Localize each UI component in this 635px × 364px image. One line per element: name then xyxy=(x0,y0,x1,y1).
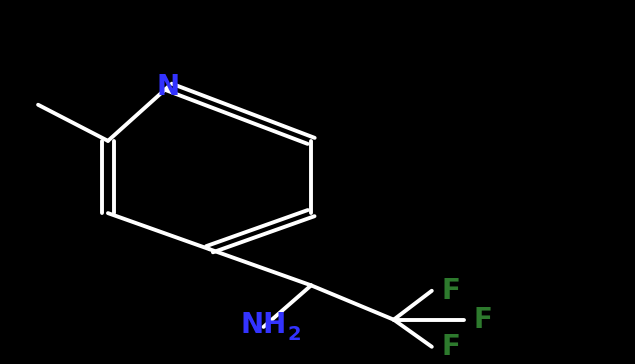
Text: N: N xyxy=(157,73,180,101)
Text: F: F xyxy=(441,333,460,361)
Text: NH: NH xyxy=(241,311,286,339)
Text: F: F xyxy=(473,306,492,334)
Text: F: F xyxy=(441,277,460,305)
Text: 2: 2 xyxy=(288,325,301,344)
